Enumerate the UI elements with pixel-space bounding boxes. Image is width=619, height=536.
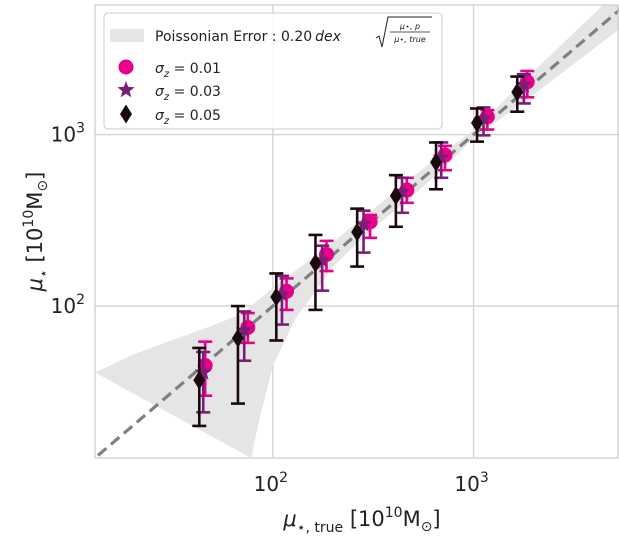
x-label-symbol: μ <box>282 507 296 531</box>
legend-series-label: σz = 0.01 <box>155 61 221 80</box>
legend-band-fraction-denominator: μ⋆, true <box>393 35 426 44</box>
x-label-unit-exponent: 10 <box>385 505 403 521</box>
y-label-symbol: μ <box>23 278 47 292</box>
series-star <box>194 72 533 414</box>
x-label-unit-close: ] <box>432 507 440 531</box>
legend-series-sigma: σ <box>155 61 165 77</box>
legend-marker-star <box>117 81 135 98</box>
data-point-diamond <box>389 186 402 206</box>
legend-box <box>103 12 443 130</box>
data-point-diamond <box>193 370 206 390</box>
legend-series-sigma: σ <box>155 108 165 124</box>
data-point-star <box>235 321 253 338</box>
x-label-unit-mass: M <box>403 507 421 531</box>
data-point-diamond <box>471 113 484 133</box>
y-label-unit-sun: ⊙ <box>35 180 51 192</box>
legend-series-label: σz = 0.05 <box>155 108 221 127</box>
x-tick-label: 103 <box>454 470 488 496</box>
legend-band-fraction-numerator: μ⋆, p <box>399 22 420 31</box>
data-point-star <box>393 182 411 199</box>
y-tick-label: 102 <box>51 292 85 318</box>
y-label-subscript: ⋆ <box>36 269 52 278</box>
x-tick-exponent: 3 <box>480 470 489 486</box>
legend-band-label-dex: dex <box>315 29 342 45</box>
x-label-unit-sun: ⊙ <box>421 519 433 535</box>
data-series <box>192 69 535 428</box>
legend-series-value: = 0.05 <box>169 108 221 124</box>
y-tick-base: 10 <box>51 294 76 318</box>
y-tick-exponent: 3 <box>76 121 85 137</box>
data-point-star <box>355 215 373 232</box>
legend-series-subscript: z <box>163 69 170 80</box>
y-tick-label: 103 <box>51 121 85 147</box>
data-point-diamond <box>309 253 322 273</box>
legend-series-sigma: σ <box>155 84 165 100</box>
legend: Poissonian Error : 0.20 dex μ⋆, p μ⋆, true σ… <box>103 12 443 130</box>
data-point-star <box>313 251 331 268</box>
series-diamond <box>192 75 525 428</box>
legend-series-subscript: z <box>163 92 170 103</box>
x-label-unit: [10 <box>343 507 385 531</box>
x-axis-label: μ⋆, true [1010M⊙] <box>282 505 440 536</box>
x-label-subscript: ⋆, true <box>297 520 343 536</box>
y-tick-base: 10 <box>51 123 76 147</box>
legend-series-label: σz = 0.03 <box>155 84 221 103</box>
legend-band-swatch <box>110 29 144 42</box>
data-point-diamond <box>351 222 364 242</box>
x-tick-base: 10 <box>254 472 279 496</box>
legend-marker-circle <box>118 59 134 75</box>
y-tick-exponent: 2 <box>76 292 85 308</box>
legend-sqrt-sign <box>375 16 432 48</box>
data-point-star <box>515 75 533 93</box>
x-tick-exponent: 2 <box>279 470 288 486</box>
data-point-diamond <box>231 328 244 348</box>
legend-band-label: Poissonian Error : 0.20 dex <box>155 29 342 45</box>
y-label-unit-exponent: 10 <box>21 210 37 228</box>
y-label-unit-close: ] <box>23 172 47 180</box>
data-point-star <box>474 109 492 126</box>
legend-marker-diamond <box>120 104 132 124</box>
data-point-star <box>194 363 212 380</box>
x-tick-label: 102 <box>254 470 288 496</box>
legend-series-value: = 0.01 <box>169 61 221 77</box>
plot-frame <box>94 4 619 459</box>
legend-band-label-prefix: Poissonian Error : 0.20 <box>155 29 312 45</box>
data-point-diamond <box>270 287 283 307</box>
legend-series-value: = 0.03 <box>169 84 221 100</box>
y-label-unit-mass: M <box>23 192 47 210</box>
x-tick-base: 10 <box>454 472 479 496</box>
data-point-star <box>273 285 291 302</box>
data-point-diamond <box>430 152 443 172</box>
y-axis-label: μ⋆ [1010M⊙] <box>21 172 52 293</box>
data-point-star <box>432 148 450 165</box>
legend-series-subscript: z <box>163 116 170 127</box>
y-label-unit: [10 <box>23 228 47 270</box>
data-point-diamond <box>511 82 524 102</box>
